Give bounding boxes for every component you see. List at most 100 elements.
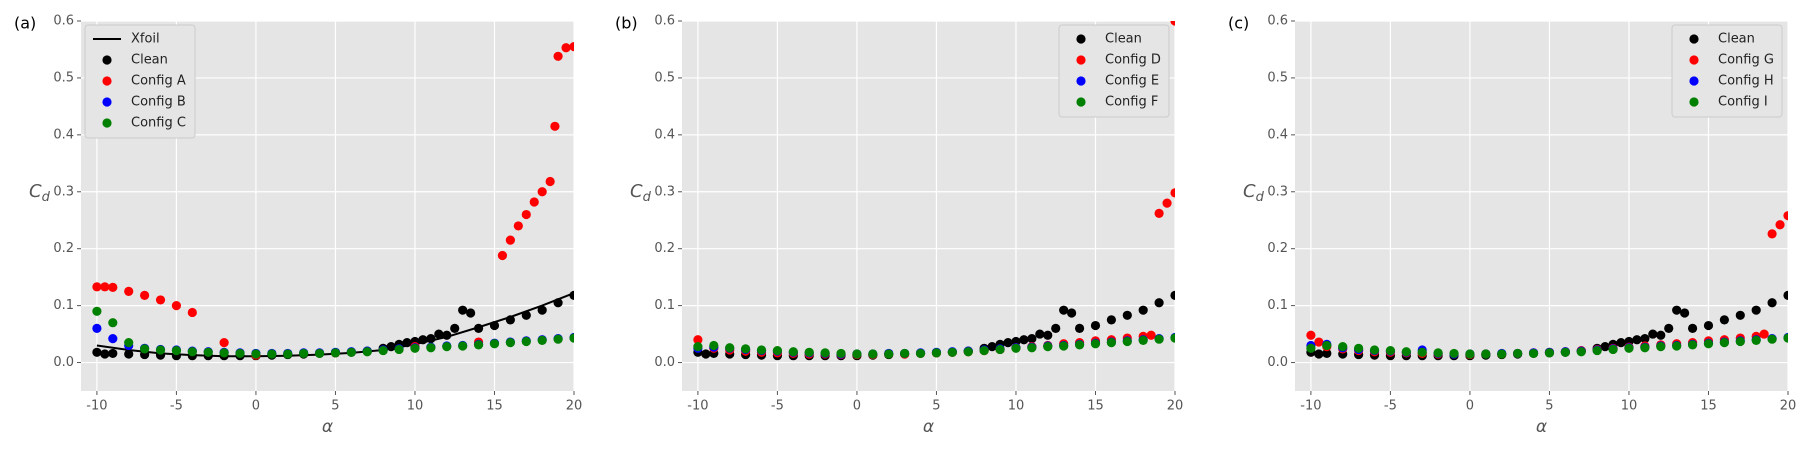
point (505, 315, 515, 325)
point (1560, 347, 1570, 357)
legend-swatch (1689, 34, 1699, 44)
point (100, 349, 110, 359)
point (693, 342, 703, 352)
point (1306, 330, 1316, 340)
y-tick-label: 0.3 (53, 184, 74, 199)
point (187, 347, 197, 357)
point (1170, 290, 1175, 300)
point (1719, 338, 1729, 348)
panel-label: (b) (615, 14, 638, 33)
point (1767, 229, 1777, 239)
x-tick-label: 5 (331, 399, 339, 414)
legend-label: Config C (131, 116, 186, 131)
point (1544, 348, 1555, 358)
point (505, 235, 515, 245)
point (836, 348, 846, 359)
legend-label: Config F (1105, 95, 1158, 110)
point (550, 121, 560, 131)
point (987, 342, 997, 352)
point (219, 338, 229, 348)
legend-box (84, 24, 196, 139)
y-tick-label: 0.6 (1267, 14, 1288, 29)
y-tick-label: 0.3 (1267, 184, 1288, 199)
point (1369, 345, 1380, 355)
point (187, 307, 197, 318)
point (299, 348, 309, 359)
point (545, 176, 555, 187)
point (100, 282, 110, 292)
legend-swatch (102, 118, 112, 128)
point (1775, 220, 1785, 230)
point (1449, 348, 1459, 359)
legend-label: Clean (1718, 32, 1755, 47)
point (1170, 188, 1175, 198)
point (489, 320, 500, 331)
point (1170, 21, 1175, 26)
legend: Clean Config D Config E Config F (1058, 24, 1170, 118)
data (92, 42, 574, 361)
point (1043, 342, 1053, 352)
point (995, 344, 1005, 355)
point (1735, 336, 1745, 347)
point (497, 250, 508, 261)
y-tick-label: 0.6 (53, 14, 74, 29)
point (1154, 208, 1164, 218)
point (1090, 339, 1101, 349)
point (947, 347, 957, 357)
point (1497, 349, 1507, 359)
point (466, 308, 476, 318)
y-tick-label: 0.1 (1267, 298, 1288, 313)
point (1354, 343, 1364, 353)
point (1767, 334, 1777, 344)
point (931, 348, 942, 358)
y-tick-label: 0.0 (1267, 355, 1288, 370)
point (1632, 335, 1642, 345)
point (92, 323, 102, 333)
point (450, 323, 460, 333)
legend-box (1671, 24, 1783, 118)
x-tick-label: 0 (853, 399, 861, 414)
y-tick-label: 0.1 (53, 298, 74, 313)
point (868, 349, 878, 359)
point (741, 344, 751, 354)
point (553, 334, 563, 344)
x-tick-label: 15 (1700, 399, 1717, 414)
point (378, 345, 388, 356)
y-tick-label: 0.2 (1267, 241, 1288, 256)
point (124, 349, 134, 359)
point (1513, 348, 1523, 359)
point (804, 347, 814, 357)
x-tick-label: 0 (252, 399, 260, 414)
point (155, 295, 166, 305)
point (92, 347, 102, 357)
y-axis-label-sub: d (1256, 190, 1265, 205)
point (1322, 348, 1332, 359)
point (171, 301, 182, 311)
point (1146, 330, 1156, 340)
point (1600, 342, 1610, 352)
y-tick-label: 0.6 (654, 14, 675, 29)
point (569, 42, 574, 52)
point (537, 187, 547, 197)
point (1106, 338, 1116, 348)
point (434, 329, 444, 339)
x-tick-label: 20 (1167, 399, 1184, 414)
point (426, 334, 436, 344)
point (701, 349, 711, 359)
point (1138, 305, 1148, 315)
point (362, 347, 372, 357)
point (108, 348, 118, 359)
point (1672, 341, 1682, 351)
point (725, 343, 735, 353)
x-tick-label: -5 (170, 399, 183, 414)
legend-swatch (1076, 55, 1086, 65)
point (171, 345, 182, 356)
x-tick-label: 15 (1087, 399, 1104, 414)
legend-box (1058, 24, 1170, 118)
legend-label: Config B (131, 95, 186, 110)
point (1592, 345, 1602, 356)
point (314, 348, 325, 359)
point (92, 306, 102, 316)
point (1059, 305, 1069, 315)
